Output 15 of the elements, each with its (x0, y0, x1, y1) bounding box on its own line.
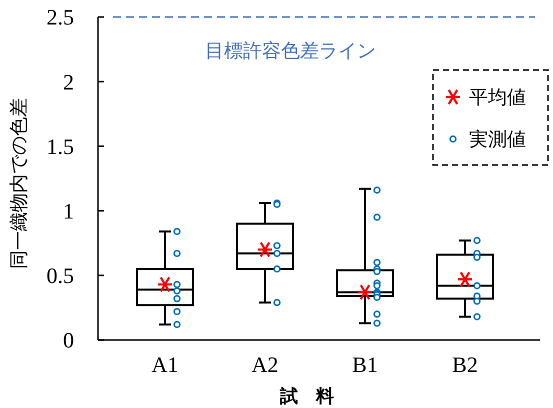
x-tick-label: B2 (452, 352, 478, 377)
ref-line-label: 目標許容色差ライン (205, 40, 376, 62)
y-axis-title: 同一織物内での色差 (8, 98, 30, 269)
x-tick-label: B1 (352, 352, 378, 377)
y-tick-label: 0.5 (46, 263, 74, 288)
y-tick-label: 1.5 (46, 134, 74, 159)
x-axis-title: 試 料 (279, 386, 334, 407)
y-tick-label: 0 (63, 328, 74, 353)
x-tick-label: A1 (152, 352, 178, 377)
y-tick-label: 2 (63, 69, 74, 94)
legend-label: 実測値 (469, 128, 526, 151)
y-tick-label: 1 (63, 198, 74, 224)
y-tick-label: 2.5 (46, 4, 74, 30)
legend-label: 平均値 (469, 86, 526, 109)
x-tick-label: A2 (252, 352, 278, 377)
